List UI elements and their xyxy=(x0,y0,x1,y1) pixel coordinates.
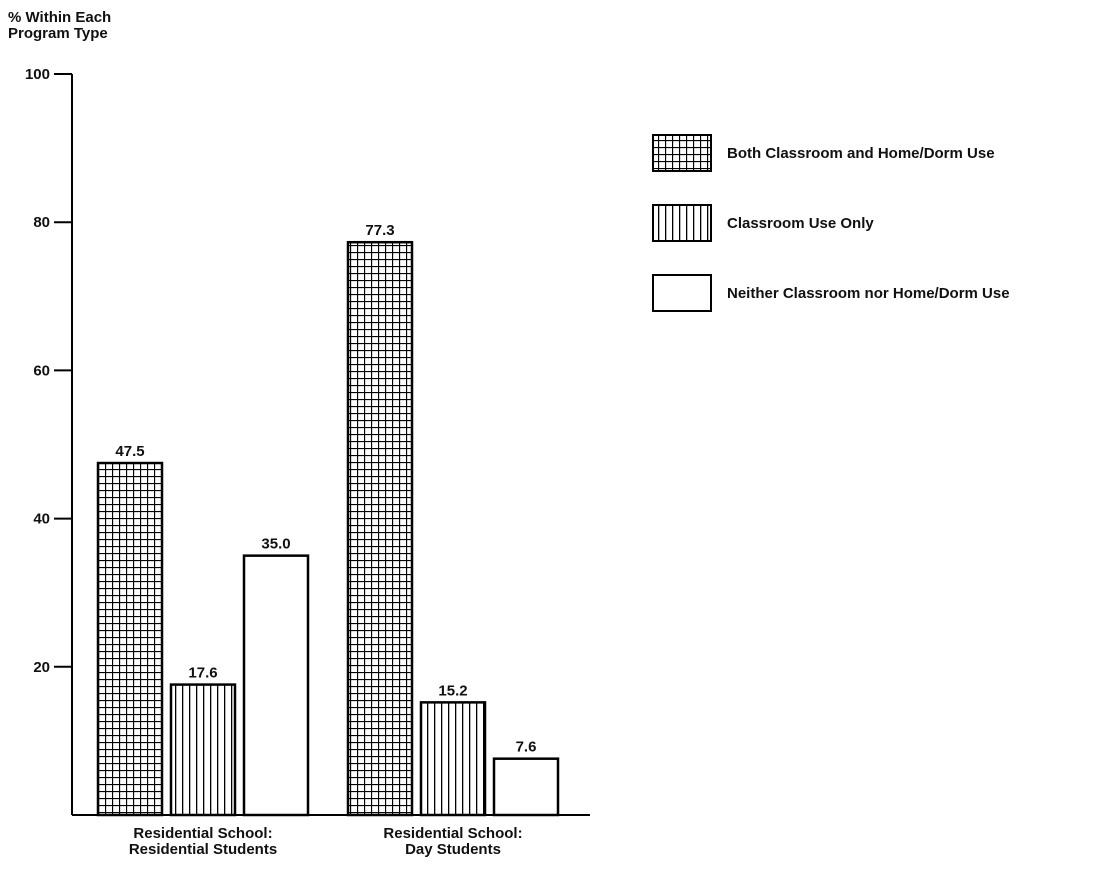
y-axis-title: % Within Each Program Type xyxy=(8,9,112,42)
value-label: 7.6 xyxy=(516,739,537,756)
legend-swatch xyxy=(652,204,712,242)
legend-swatch xyxy=(652,274,712,312)
bar xyxy=(169,683,237,817)
x-tick-label: Residential School: Residential Students xyxy=(128,825,278,858)
bar xyxy=(419,701,487,817)
y-tick-label: 40 xyxy=(33,511,50,528)
bar xyxy=(346,240,414,817)
bar xyxy=(242,554,310,817)
y-tick-label: 100 xyxy=(25,66,50,83)
x-tick-label: Residential School: Day Students xyxy=(383,825,523,858)
bar xyxy=(492,757,560,817)
legend-label: Both Classroom and Home/Dorm Use xyxy=(727,145,995,162)
value-label: 77.3 xyxy=(365,222,394,239)
y-tick-label: 20 xyxy=(33,659,50,676)
bar xyxy=(96,461,164,817)
value-label: 17.6 xyxy=(188,665,217,682)
y-tick-label: 80 xyxy=(33,214,50,231)
value-label: 15.2 xyxy=(438,682,467,699)
value-label: 35.0 xyxy=(261,536,290,553)
y-tick-label: 60 xyxy=(33,362,50,379)
legend-label: Neither Classroom nor Home/Dorm Use xyxy=(727,285,1010,302)
legend-swatch xyxy=(652,134,712,172)
value-label: 47.5 xyxy=(115,443,144,460)
legend-label: Classroom Use Only xyxy=(727,215,874,232)
